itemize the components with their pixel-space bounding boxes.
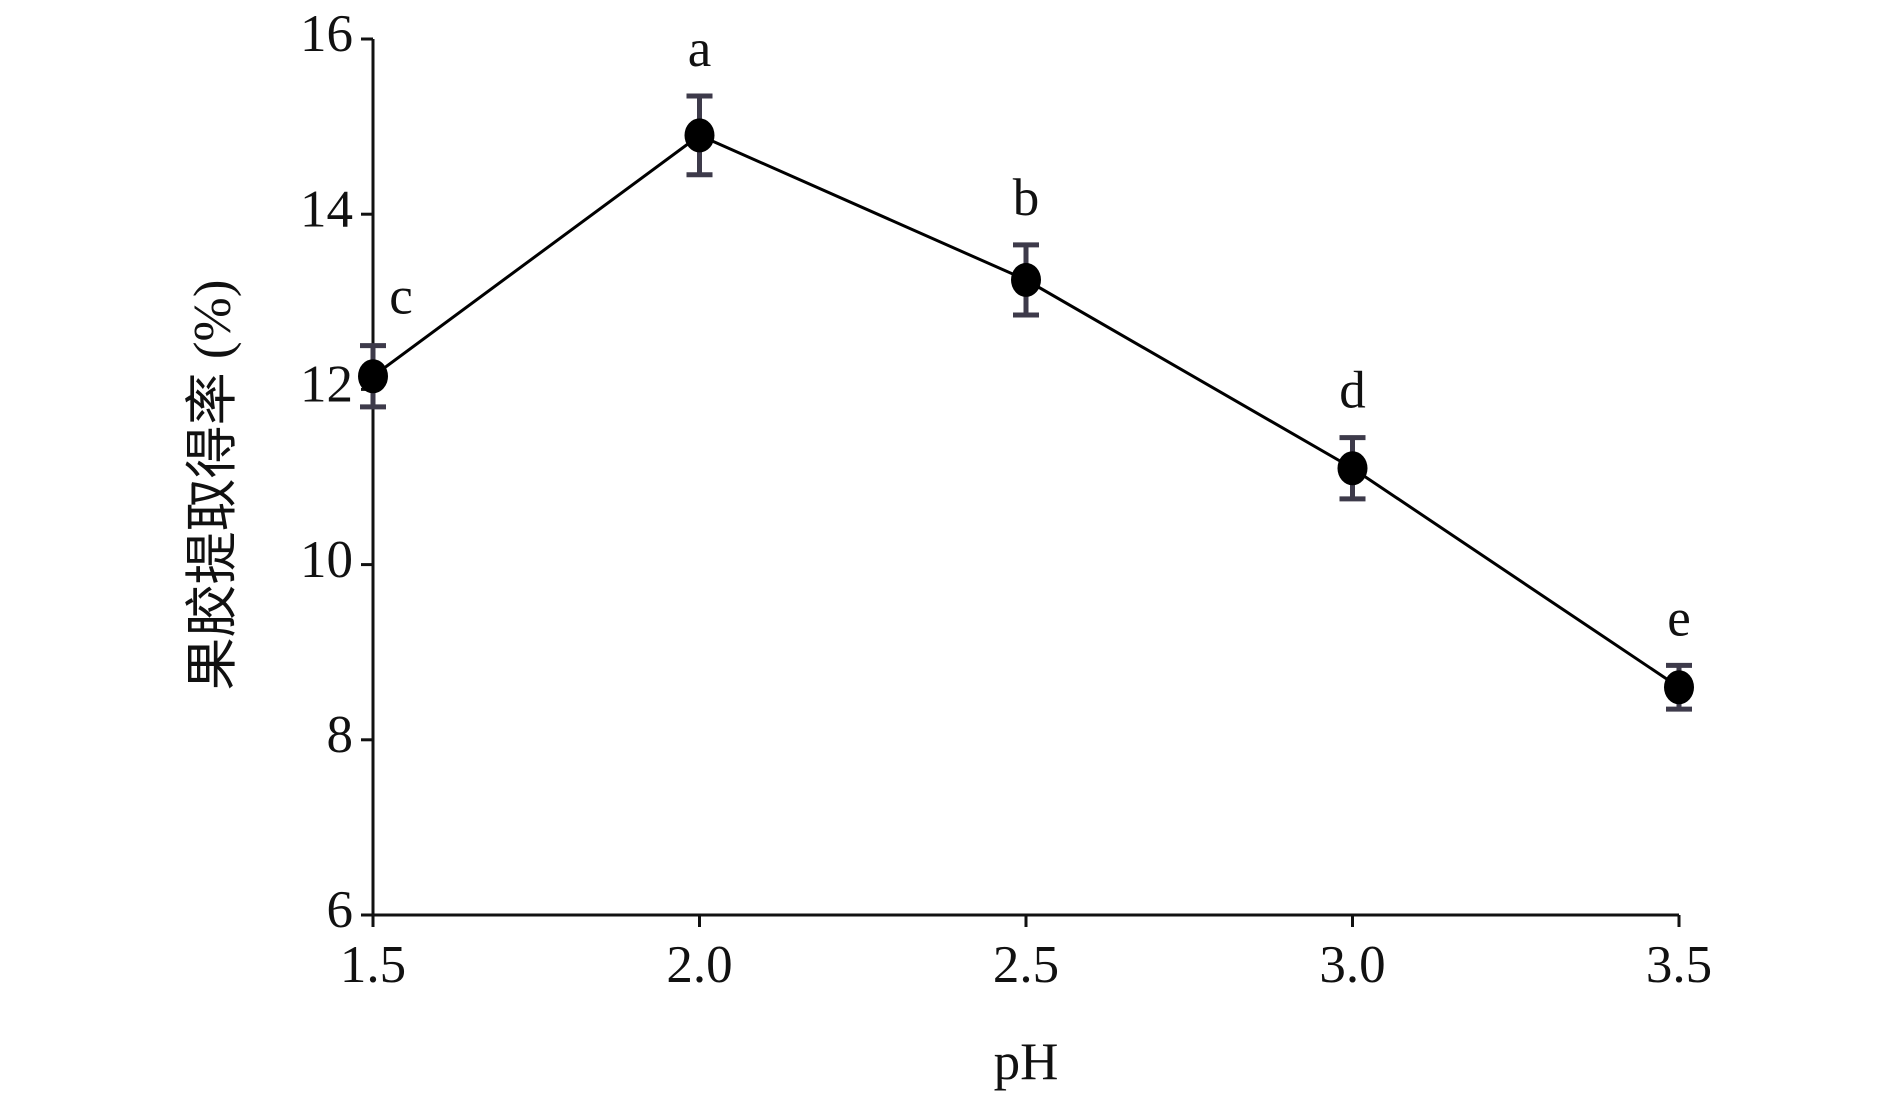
data-point bbox=[684, 118, 715, 153]
x-tick-label: 2.0 bbox=[666, 936, 732, 994]
y-tick-label: 8 bbox=[327, 706, 354, 764]
y-axis-label: 果胶提取得率 (%) bbox=[184, 280, 242, 691]
significance-label: d bbox=[1339, 362, 1366, 420]
significance-label: c bbox=[389, 267, 413, 325]
data-point bbox=[1664, 670, 1694, 705]
x-tick-label: 2.5 bbox=[993, 936, 1059, 994]
x-tick-label: 3.5 bbox=[1646, 936, 1712, 994]
y-tick-label: 12 bbox=[300, 356, 353, 414]
significance-label: e bbox=[1667, 589, 1691, 647]
data-point bbox=[1011, 262, 1041, 297]
y-tick-label: 16 bbox=[300, 5, 353, 63]
significance-label: a bbox=[688, 20, 712, 78]
x-tick-label: 3.0 bbox=[1319, 936, 1385, 994]
y-tick-label: 6 bbox=[327, 881, 354, 939]
y-tick-label: 14 bbox=[300, 180, 353, 238]
significance-label: b bbox=[1013, 169, 1040, 227]
data-point bbox=[1337, 451, 1368, 486]
y-tick-label: 10 bbox=[300, 531, 353, 589]
x-axis-label: pH bbox=[994, 1033, 1059, 1091]
data-point bbox=[358, 359, 388, 394]
x-tick-label: 1.5 bbox=[340, 936, 406, 994]
